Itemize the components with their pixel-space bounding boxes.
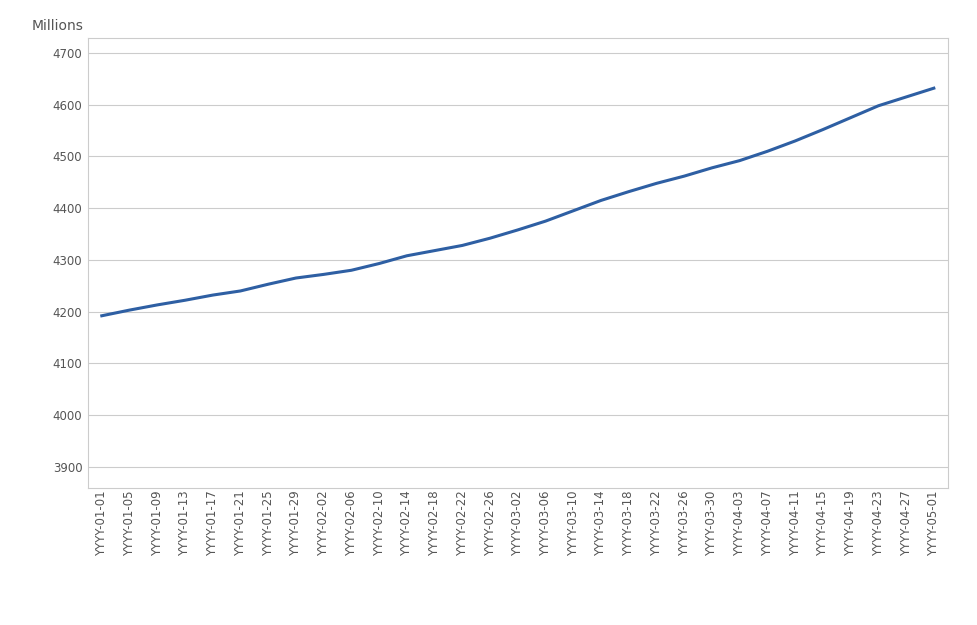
Text: Millions: Millions: [32, 19, 84, 33]
